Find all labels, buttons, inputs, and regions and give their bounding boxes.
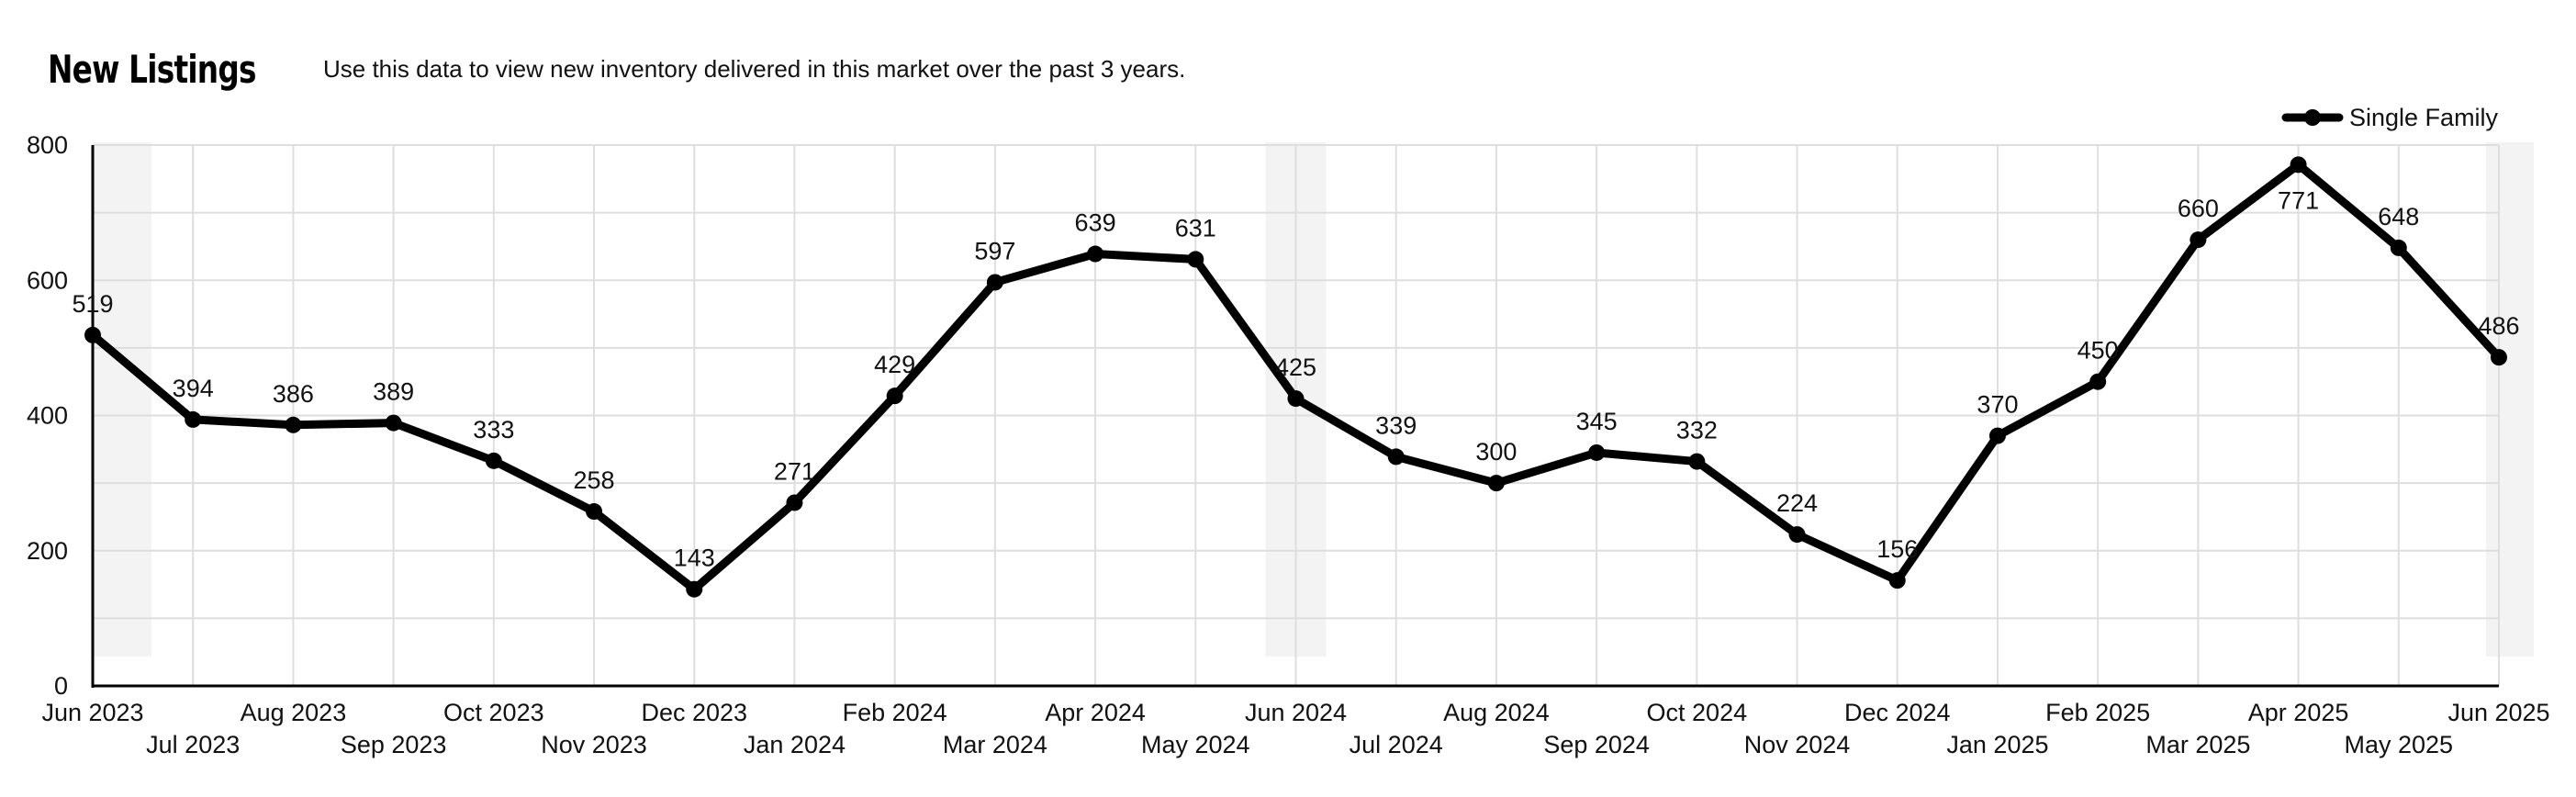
data-point	[1487, 475, 1505, 492]
data-label: 450	[2078, 337, 2119, 365]
x-tick-label: Apr 2025	[2248, 699, 2349, 726]
data-label: 386	[273, 380, 314, 408]
x-tick-label: Jan 2025	[1946, 731, 2048, 758]
x-tick-label: Dec 2023	[641, 699, 747, 726]
data-point	[786, 494, 803, 511]
chart-title: New Listings	[48, 46, 256, 92]
x-tick-label: Feb 2024	[843, 699, 947, 726]
x-tick-label: Mar 2025	[2145, 731, 2250, 758]
x-tick-label: Feb 2025	[2045, 699, 2150, 726]
chart-header: New Listings Use this data to view new i…	[48, 37, 1185, 101]
x-tick-label: Sep 2023	[341, 731, 447, 758]
x-tick-label: Jan 2024	[744, 731, 846, 758]
data-label: 339	[1375, 411, 1417, 439]
x-tick-label: Mar 2024	[943, 731, 1047, 758]
x-tick-label: Nov 2023	[541, 731, 647, 758]
x-tick-label: May 2024	[1141, 731, 1250, 758]
x-tick-label: Apr 2024	[1045, 699, 1146, 726]
data-label: 519	[72, 290, 113, 318]
data-label: 486	[2478, 312, 2519, 340]
data-label: 425	[1275, 354, 1316, 381]
data-label: 394	[173, 375, 214, 402]
data-label: 389	[373, 378, 414, 406]
data-point	[1688, 453, 1706, 470]
data-point	[2390, 239, 2407, 256]
data-point	[1387, 448, 1405, 466]
x-tick-label: Jun 2023	[41, 699, 143, 726]
data-point	[686, 580, 703, 598]
data-label: 224	[1776, 489, 1818, 517]
x-tick-label: Nov 2024	[1744, 731, 1851, 758]
x-tick-label: Jun 2024	[1245, 699, 1347, 726]
data-label: 660	[2178, 195, 2219, 222]
data-label: 333	[473, 416, 514, 443]
legend-label: Single Family	[2349, 104, 2499, 131]
data-label: 639	[1075, 209, 1116, 237]
x-tick-label: Jul 2024	[1350, 731, 1443, 758]
data-label: 156	[1876, 535, 1918, 563]
data-label: 370	[1977, 391, 2018, 419]
data-point	[1788, 526, 1806, 544]
data-point	[84, 326, 101, 343]
data-point	[2290, 156, 2307, 174]
highlight-band	[93, 142, 151, 657]
y-tick-label: 800	[27, 131, 68, 159]
data-label: 300	[1475, 438, 1517, 466]
data-point	[886, 387, 903, 405]
data-label: 345	[1576, 408, 1618, 435]
data-point	[986, 274, 1003, 291]
data-label: 258	[574, 466, 615, 494]
x-tick-label: Aug 2023	[241, 699, 347, 726]
data-label: 143	[674, 544, 715, 572]
data-point	[285, 416, 302, 433]
data-label: 597	[974, 237, 1015, 264]
x-tick-label: Jun 2025	[2447, 699, 2549, 726]
data-point	[1988, 427, 2006, 444]
data-label: 648	[2378, 203, 2419, 230]
data-point	[1588, 443, 1606, 461]
y-tick-label: 200	[27, 537, 68, 565]
data-point	[1888, 572, 1906, 589]
data-point	[2190, 231, 2207, 249]
highlight-band	[2486, 142, 2534, 657]
y-tick-label: 600	[27, 266, 68, 294]
y-tick-label: 400	[27, 402, 68, 430]
data-label: 271	[774, 457, 815, 485]
legend-marker	[2304, 109, 2321, 126]
data-point	[1187, 251, 1204, 268]
x-tick-label: Aug 2024	[1443, 699, 1550, 726]
x-tick-label: Oct 2024	[1647, 699, 1748, 726]
data-label: 771	[2278, 186, 2319, 214]
data-label: 332	[1676, 417, 1718, 444]
data-point	[586, 503, 603, 521]
y-tick-label: 0	[54, 672, 68, 700]
x-tick-label: Jul 2023	[146, 731, 240, 758]
data-point	[1087, 245, 1104, 263]
x-tick-label: Oct 2023	[443, 699, 544, 726]
data-label: 631	[1175, 214, 1216, 241]
data-point	[485, 452, 502, 469]
data-label: 429	[874, 351, 915, 378]
x-tick-label: May 2025	[2345, 731, 2454, 758]
data-point	[385, 414, 402, 432]
chart-subtitle: Use this data to view new inventory deli…	[323, 54, 1186, 83]
data-point	[2491, 349, 2507, 366]
x-tick-label: Sep 2024	[1543, 731, 1650, 758]
x-tick-label: Dec 2024	[1844, 699, 1951, 726]
data-point	[185, 410, 202, 428]
data-point	[1287, 390, 1305, 408]
data-point	[2089, 373, 2107, 390]
